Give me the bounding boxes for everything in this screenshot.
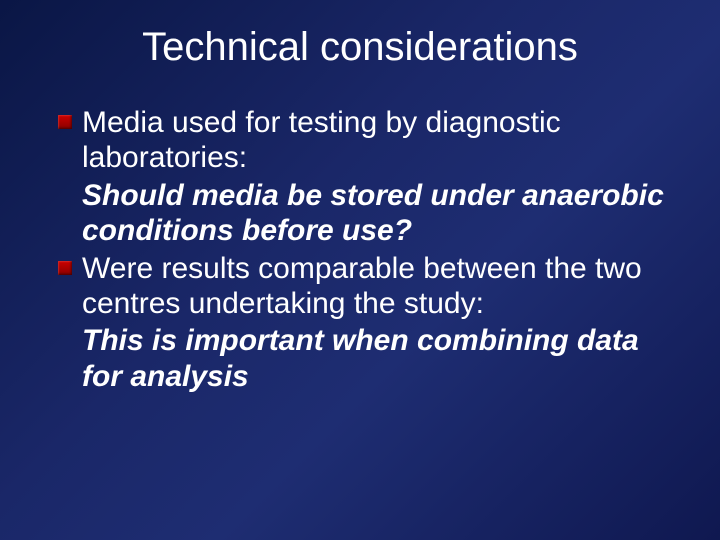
bullet-text: Media used for testing by diagnostic lab… [82, 105, 680, 176]
bullet-marker-icon [58, 115, 72, 129]
bullet-list: Media used for testing by diagnostic lab… [40, 105, 680, 394]
bullet-item: Media used for testing by diagnostic lab… [58, 105, 680, 176]
bullet-item: Were results comparable between the two … [58, 251, 680, 322]
slide-title: Technical considerations [40, 25, 680, 70]
bullet-text: Were results comparable between the two … [82, 251, 680, 322]
emphasis-text: This is important when combining data fo… [82, 323, 680, 394]
slide-container: Technical considerations Media used for … [0, 0, 720, 540]
emphasis-text: Should media be stored under anaerobic c… [82, 178, 680, 249]
bullet-marker-icon [58, 261, 72, 275]
